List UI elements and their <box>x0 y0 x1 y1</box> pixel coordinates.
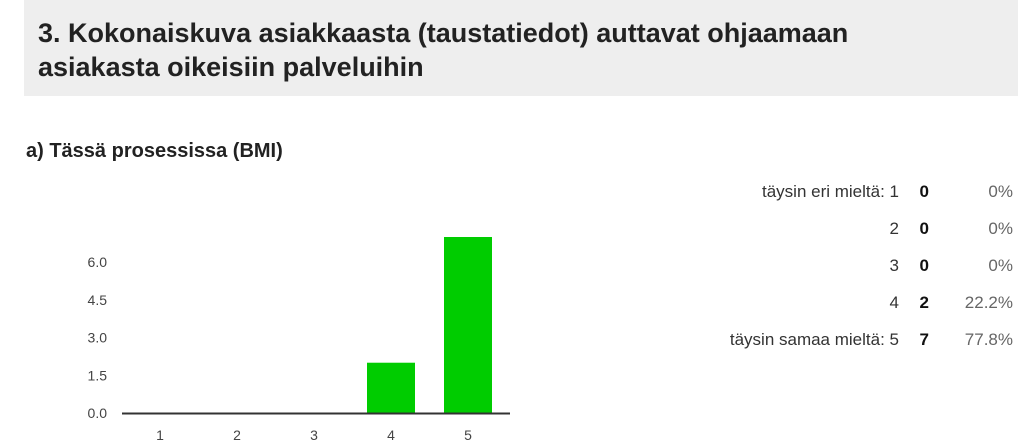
stat-percent: 0% <box>988 256 1013 275</box>
x-tick-label: 5 <box>464 427 472 443</box>
stat-percent: 22.2% <box>964 293 1013 312</box>
y-tick-label: 1.5 <box>88 367 108 383</box>
stat-label: 2 <box>889 219 899 238</box>
stat-count: 0 <box>919 256 929 275</box>
question-header: 3. Kokonaiskuva asiakkaasta (taustatiedo… <box>24 0 1018 96</box>
stat-percent: 77.8% <box>964 330 1013 349</box>
x-tick-label: 4 <box>387 427 395 443</box>
stat-label: täysin samaa mieltä: 5 <box>729 330 899 349</box>
x-tick-label: 3 <box>310 427 318 443</box>
stat-count: 0 <box>919 219 929 238</box>
stat-row: täysin samaa mieltä: 5 7 77.8% <box>653 326 1013 363</box>
stat-percent: 0% <box>988 182 1013 201</box>
stat-row: 2 0 0% <box>653 215 1013 252</box>
stat-label: täysin eri mieltä: 1 <box>762 182 899 201</box>
stats-table: täysin eri mieltä: 1 0 0% 2 0 0% 3 0 0% … <box>653 178 1013 363</box>
stat-row: täysin eri mieltä: 1 0 0% <box>653 178 1013 215</box>
y-tick-label: 6.0 <box>88 254 108 270</box>
y-tick-label: 3.0 <box>88 330 108 346</box>
stat-row: 3 0 0% <box>653 252 1013 289</box>
stat-row: 4 2 22.2% <box>653 289 1013 326</box>
stat-label: 4 <box>889 293 899 312</box>
section-subtitle: a) Tässä prosessissa (BMI) <box>26 140 283 162</box>
bar-4 <box>367 362 415 413</box>
stat-count: 2 <box>919 293 929 312</box>
x-tick-label: 1 <box>156 427 164 443</box>
stat-count: 0 <box>919 182 929 201</box>
x-tick-label: 2 <box>233 427 241 443</box>
stat-label: 3 <box>889 256 899 275</box>
stat-percent: 0% <box>988 219 1013 238</box>
question-title: 3. Kokonaiskuva asiakkaasta (taustatiedo… <box>38 18 849 82</box>
bar-chart: 0.0 1.5 3.0 4.5 6.0 1 2 3 4 5 <box>88 237 510 443</box>
stat-count: 7 <box>919 330 929 349</box>
y-tick-label: 0.0 <box>88 405 108 421</box>
bar-5 <box>444 237 492 413</box>
y-tick-label: 4.5 <box>88 292 108 308</box>
